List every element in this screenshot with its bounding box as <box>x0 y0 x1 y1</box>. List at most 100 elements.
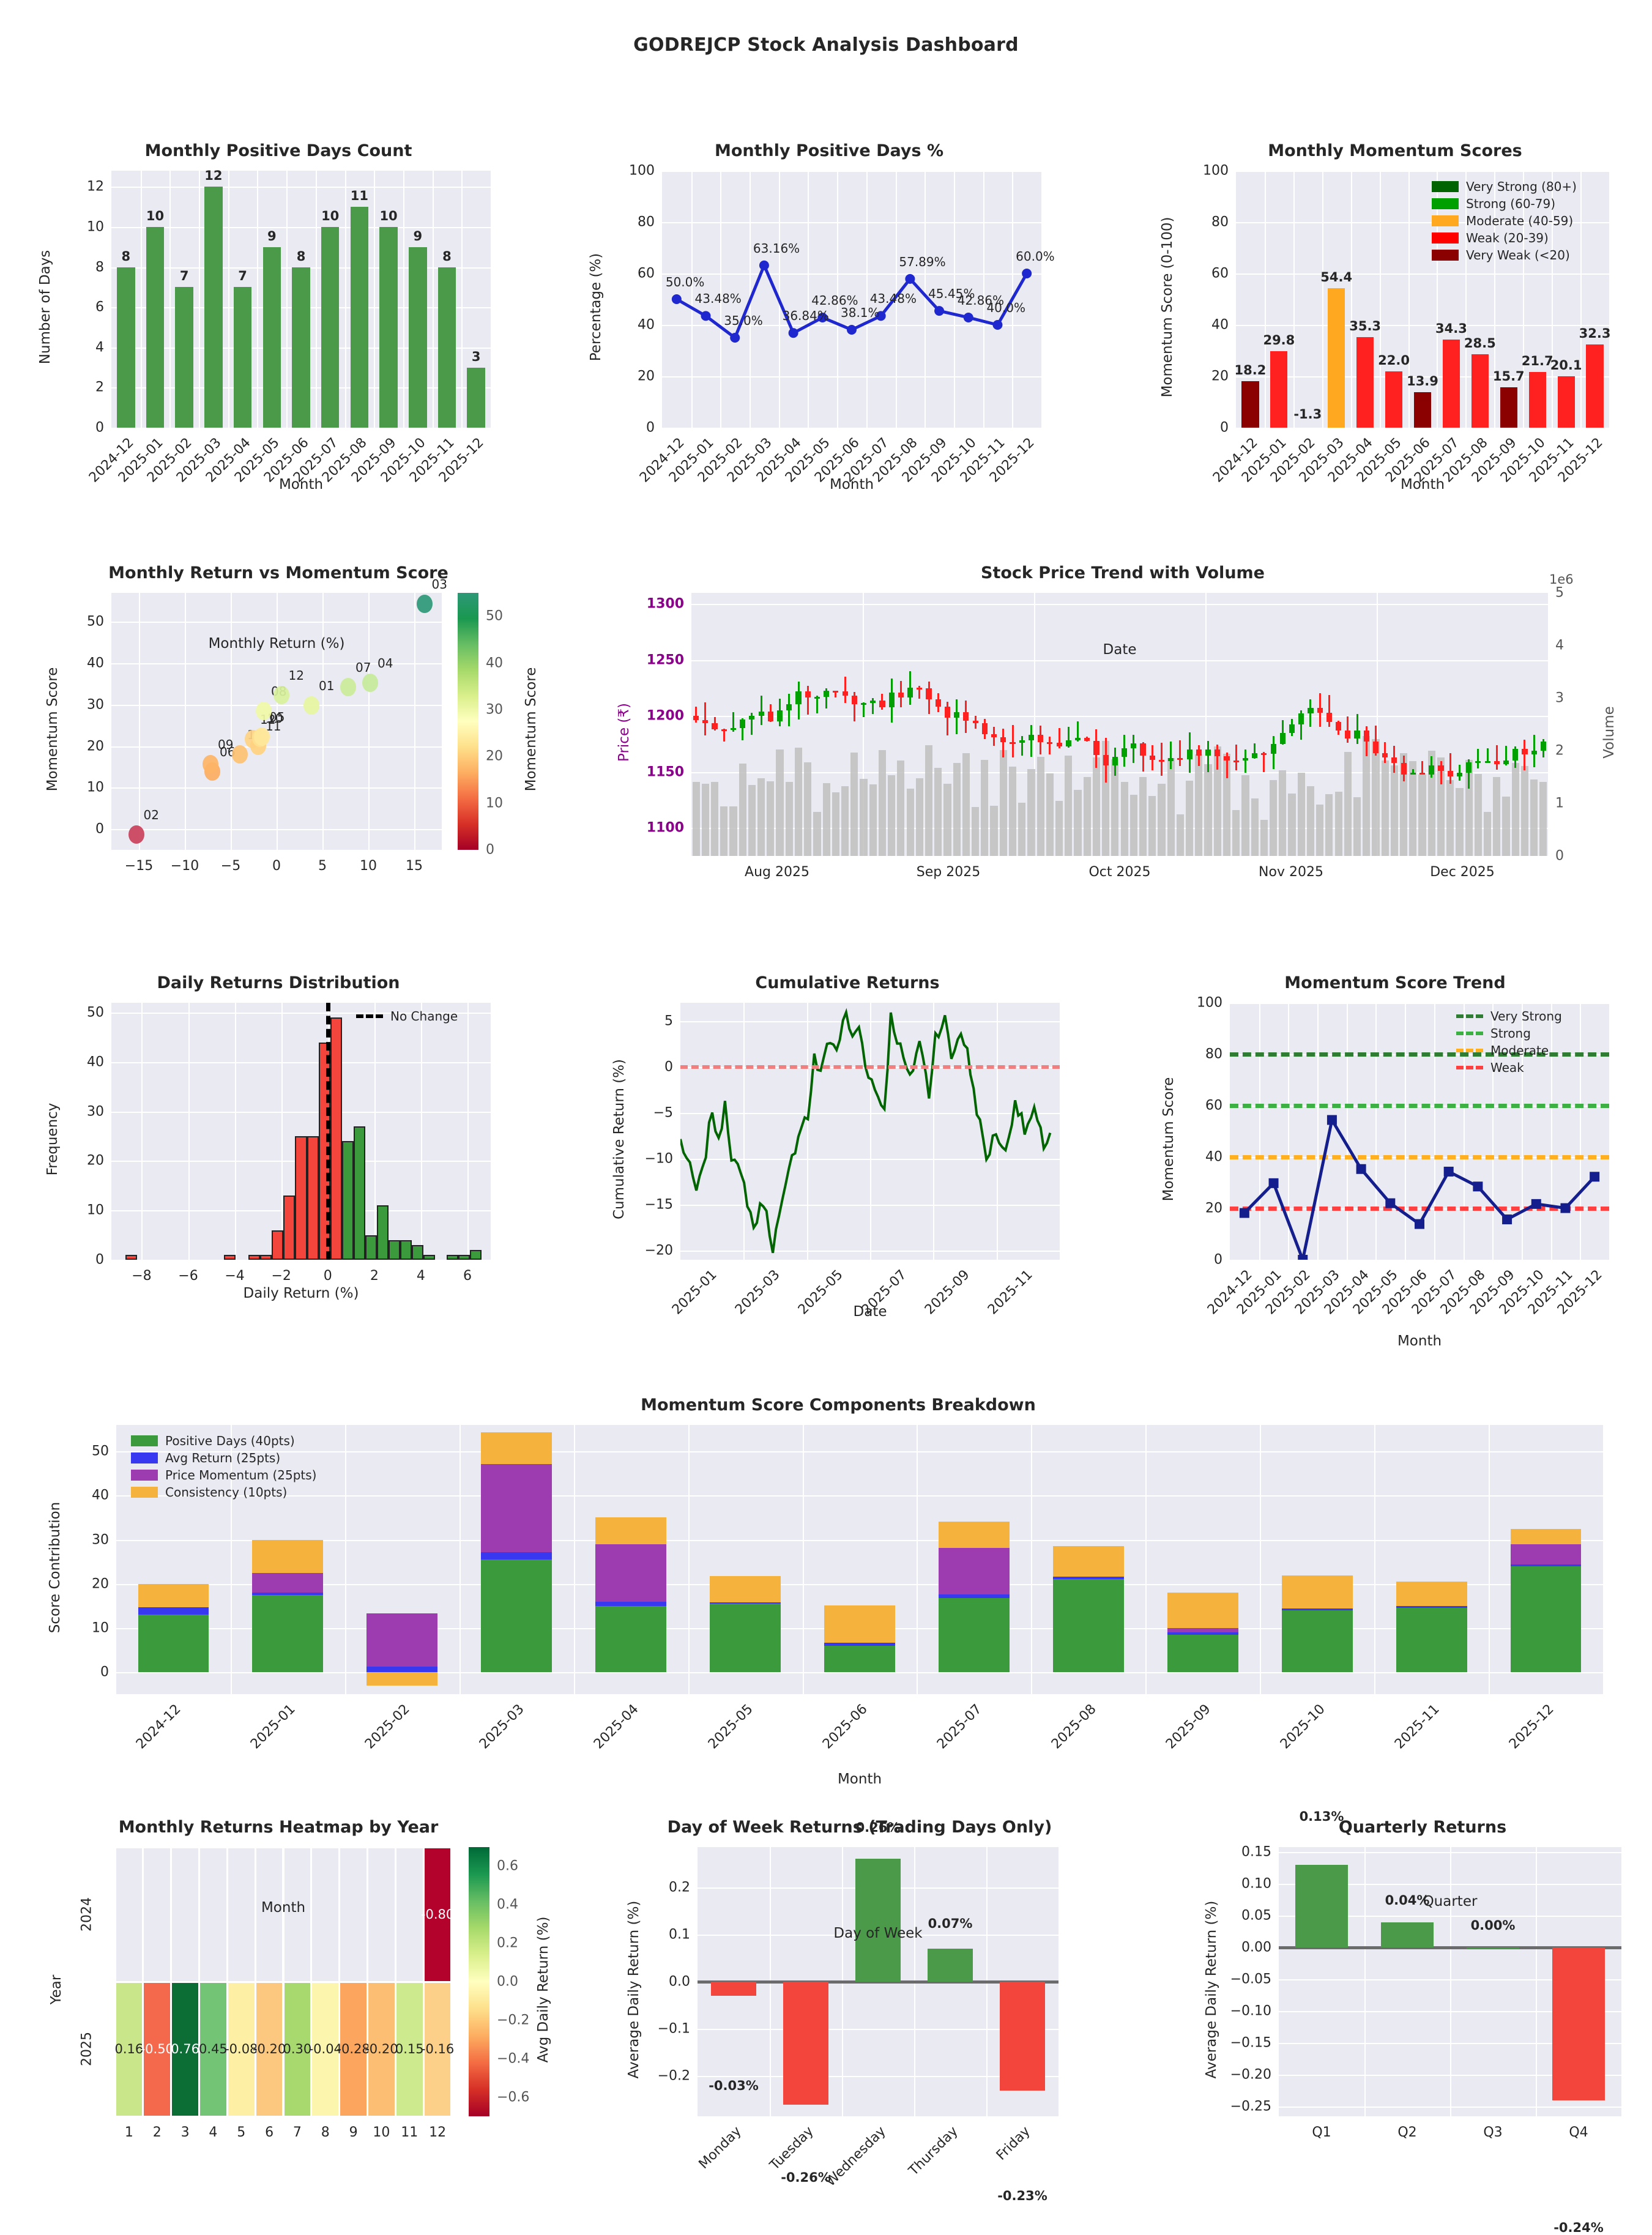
bar-value-label: 0.07% <box>928 1916 973 1931</box>
colorbar: 0.6 0.4 0.2 0.0 −0.2 −0.4 −0.6 <box>469 1847 529 2116</box>
y-tick-label: 2024 <box>79 1897 95 1932</box>
stacked-segment <box>824 1643 895 1646</box>
candle-wick <box>1011 725 1014 758</box>
colorbar-label: Momentum Score <box>523 667 539 792</box>
volume-bar <box>1363 736 1371 856</box>
candle-body <box>702 720 709 724</box>
volume-bar <box>1251 798 1259 856</box>
candle-body <box>972 721 978 724</box>
histogram-bin <box>400 1240 412 1260</box>
candle-body <box>1047 742 1053 744</box>
bar-value-label: 10 <box>321 208 340 223</box>
x-tick-label: −15 <box>124 858 154 874</box>
candle-body <box>1149 755 1155 760</box>
x-axis-label: Monthly Return (%) <box>208 636 345 652</box>
histogram-bin <box>411 1244 423 1260</box>
price-tick-label: 1300 <box>646 596 684 612</box>
candle-body <box>1158 759 1165 762</box>
bar-value-label: 34.3 <box>1435 321 1467 336</box>
x-tick-label: 2025-09 <box>1163 1701 1214 1752</box>
candle-wick <box>1197 745 1200 766</box>
volume-bar <box>1520 766 1529 856</box>
stacked-segment <box>1167 1593 1238 1628</box>
volume-bar <box>1065 755 1073 856</box>
y-tick-label: −0.2 <box>657 2068 690 2084</box>
volume-bar <box>1027 768 1035 856</box>
volume-tick-label: 5 <box>1555 585 1564 601</box>
x-tick-label: Dec 2025 <box>1430 865 1495 880</box>
bar-value-label: 12 <box>204 168 223 184</box>
legend-row: Price Momentum (25pts) <box>131 1468 316 1482</box>
x-tick-label: Wednesday <box>822 2124 889 2190</box>
bar-value-label: 9 <box>413 228 423 244</box>
chart-daily-returns-distribution: Daily Returns Distribution 0 10 20 30 40 50 −8… <box>37 973 520 1353</box>
plot-area: 0 2 4 6 8 10 12 8 10 7 12 7 9 8 10 11 10 9 8 3 2024-12 2025-0… <box>86 168 491 486</box>
candle-body <box>935 699 941 707</box>
candle-wick <box>1281 720 1284 745</box>
x-tick-label: −4 <box>225 1268 245 1284</box>
histogram-bin <box>330 1017 342 1260</box>
stacked-negative-segment <box>366 1672 438 1686</box>
heatmap-value: -0.50 <box>140 2042 174 2056</box>
y-tick-label: 20 <box>1211 368 1229 384</box>
y-tick-label: −0.25 <box>1230 2099 1271 2114</box>
colorbar-tick: 0 <box>486 842 494 858</box>
candle-body <box>1494 761 1500 765</box>
stacked-segment <box>1510 1566 1582 1672</box>
candle-wick <box>835 690 837 698</box>
legend-row: Moderate <box>1456 1043 1562 1058</box>
heatmap-cell <box>144 1848 171 1981</box>
scatter-point <box>273 686 289 705</box>
legend-row: Consistency (10pts) <box>131 1485 316 1500</box>
volume-bar <box>1148 795 1156 856</box>
x-tick-label: 2 <box>152 2125 162 2140</box>
candle-body <box>1252 753 1258 759</box>
y-tick-label: 50 <box>92 1443 109 1459</box>
volume-bar <box>915 778 923 856</box>
point-label: 01 <box>319 679 335 694</box>
bar <box>292 267 310 428</box>
y-tick-label: 6 <box>95 299 104 315</box>
y-tick-label: 40 <box>638 317 655 333</box>
point-value-label: 42.86% <box>811 292 858 308</box>
momentum-legend: Very Strong (80+) Strong (60-79) Moderate … <box>1432 179 1577 265</box>
candle-wick <box>1207 740 1210 773</box>
volume-bar <box>1092 757 1101 856</box>
histogram-bin <box>295 1136 307 1260</box>
bar <box>783 1982 828 2105</box>
heatmap-cell <box>312 1982 339 2116</box>
stacked-segment <box>481 1432 553 1465</box>
candle-wick <box>806 686 809 715</box>
heatmap-value: -0.08 <box>225 2042 258 2056</box>
candle-wick <box>1170 742 1172 769</box>
histogram-bin <box>458 1254 470 1260</box>
heatmap-value: 0.16 <box>114 2042 144 2056</box>
volume-bar <box>1418 774 1426 856</box>
chart-title: Monthly Return vs Momentum Score <box>108 563 448 582</box>
candle-body <box>1233 760 1239 762</box>
x-tick-label: 2025-05 <box>795 1267 846 1318</box>
candle-wick <box>751 713 753 735</box>
candle-body <box>1279 732 1286 745</box>
x-tick-label: Monday <box>696 2124 745 2173</box>
stacked-segment <box>1396 1608 1467 1672</box>
volume-bar <box>1120 781 1128 856</box>
bar <box>1241 381 1259 428</box>
candle-body <box>767 711 773 722</box>
volume-tick-label: 1 <box>1555 795 1564 811</box>
x-tick-label: 4 <box>209 2125 218 2140</box>
candle-body <box>1028 735 1034 741</box>
y-tick-label: 5 <box>664 1013 673 1029</box>
stacked-segment <box>595 1601 667 1606</box>
candle-wick <box>1495 745 1498 770</box>
bar-value-label: -0.23% <box>997 2189 1047 2203</box>
chart-return-vs-momentum: Monthly Return vs Momentum Score 0 10 20 30… <box>37 563 539 931</box>
bar-value-label: 3 <box>471 349 481 364</box>
candle-body <box>870 701 876 703</box>
bar-value-label: 11 <box>350 188 368 204</box>
price-tick-label: 1150 <box>646 764 684 780</box>
heatmap-cell <box>228 1848 255 1981</box>
candle-body <box>1000 737 1006 743</box>
heatmap-value: -0.80 <box>420 1907 455 1922</box>
bar-value-label: 22.0 <box>1378 352 1410 368</box>
